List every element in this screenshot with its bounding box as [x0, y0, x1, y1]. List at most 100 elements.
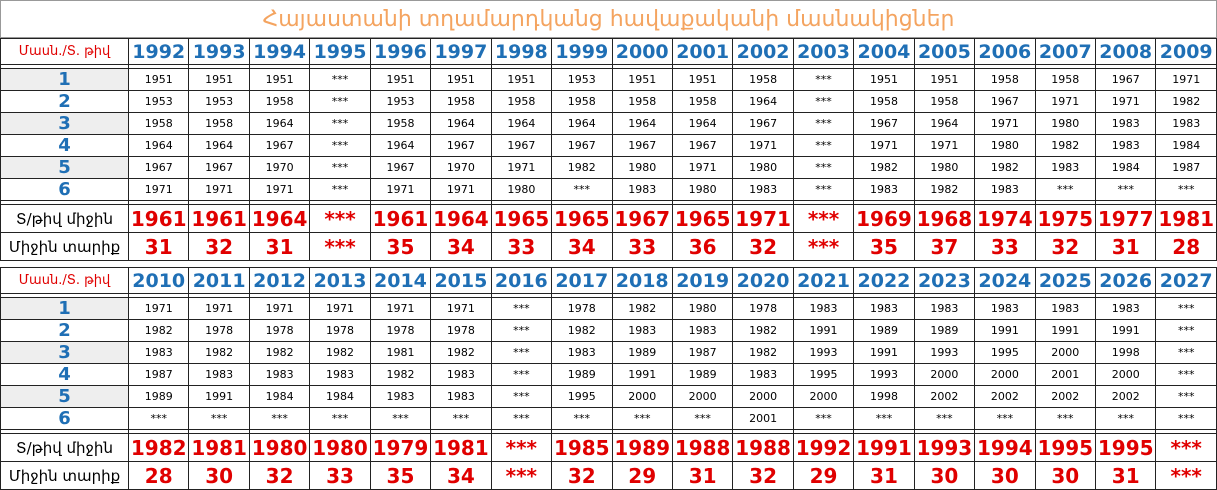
birth-year: 1980	[913, 156, 976, 179]
avg-age: 37	[913, 232, 976, 261]
birth-year: 1995	[551, 385, 613, 408]
birth-year: 1980	[671, 297, 734, 320]
birth-year: 1967	[369, 156, 432, 179]
birth-year: ***	[309, 156, 371, 179]
row-label: 5	[0, 385, 129, 408]
birth-year: 1982	[732, 319, 794, 342]
birth-year: 1971	[188, 297, 250, 320]
birth-year: ***	[974, 407, 1036, 430]
avg-age: ***	[309, 232, 371, 261]
avg-year: 1969	[853, 204, 915, 233]
birth-year: 1982	[1155, 90, 1217, 113]
birth-year: 1964	[430, 112, 492, 135]
year: 2023	[913, 267, 976, 294]
birth-year: 1951	[490, 68, 553, 91]
avg-year: 1988	[732, 433, 794, 462]
birth-year: 1982	[551, 156, 613, 179]
year: 2025	[1034, 267, 1097, 294]
birth-year: 1958	[974, 68, 1036, 91]
birth-year: ***	[792, 407, 855, 430]
year: 2007	[1034, 38, 1097, 65]
birth-year: 1971	[188, 178, 250, 201]
avg-age: 31	[248, 232, 311, 261]
birth-year: 2000	[792, 385, 855, 408]
birth-year: 1984	[309, 385, 371, 408]
birth-year: 1958	[611, 90, 673, 113]
birth-year: 1983	[1094, 112, 1157, 135]
birth-year: 1991	[611, 363, 673, 386]
year: 2020	[732, 267, 794, 294]
avg-year: 1989	[611, 433, 673, 462]
row-label: 4	[0, 363, 129, 386]
birth-year: 1983	[551, 341, 613, 364]
birth-year: 1993	[792, 341, 855, 364]
birth-year: 1971	[853, 134, 915, 157]
player-row: 1 1971 1971 1971 1971 1971 1971 *** 1978 1982 1980…	[0, 297, 1217, 320]
birth-year: 1983	[248, 363, 311, 386]
avg-age: 33	[309, 461, 371, 490]
birth-year: 1982	[853, 156, 915, 179]
year: 2027	[1155, 267, 1217, 294]
birth-year: 2000	[1094, 363, 1157, 386]
birth-year: 1970	[248, 156, 311, 179]
birth-year: ***	[1155, 297, 1217, 320]
birth-year: ***	[913, 407, 976, 430]
year: 1992	[127, 38, 190, 65]
avg-age: 31	[1094, 461, 1157, 490]
avg-age: 30	[974, 461, 1036, 490]
birth-year: 2000	[1034, 341, 1097, 364]
birth-year: 1983	[913, 297, 976, 320]
birth-year: 1991	[188, 385, 250, 408]
avg-age: 28	[1155, 232, 1217, 261]
birth-year: 1971	[127, 297, 190, 320]
avg-age: 35	[853, 232, 915, 261]
birth-year: 2002	[974, 385, 1036, 408]
year: 2005	[913, 38, 976, 65]
avg-year: 1961	[369, 204, 432, 233]
avg-label: Տ/թիվ միջին	[0, 433, 129, 462]
avg-age: 29	[611, 461, 673, 490]
birth-year: 1984	[248, 385, 311, 408]
birth-year: 1971	[248, 297, 311, 320]
birth-year: 1958	[369, 112, 432, 135]
birth-year: 1964	[732, 90, 794, 113]
birth-year: ***	[1155, 341, 1217, 364]
avg-year: 1992	[792, 433, 855, 462]
row-label: 2	[0, 90, 129, 113]
birth-year: 1983	[732, 363, 794, 386]
birth-year: 1958	[1034, 68, 1097, 91]
avg-year: 1965	[671, 204, 734, 233]
birth-year: 1964	[551, 112, 613, 135]
birth-year: 1978	[188, 319, 250, 342]
birth-year: 1980	[671, 178, 734, 201]
birth-year: ***	[490, 319, 553, 342]
birth-year: 1983	[611, 178, 673, 201]
birth-year: ***	[188, 407, 250, 430]
birth-year: ***	[490, 341, 553, 364]
player-row: 3 1958 1958 1964 *** 1958 1964 1964 1964 1964 1964…	[0, 112, 1217, 135]
avg-age: ***	[490, 461, 553, 490]
birth-year: 1964	[611, 112, 673, 135]
birth-year: 1995	[974, 341, 1036, 364]
age-row: Միջին տարիք 31 32 31 *** 35 34 33 34 33 36 32 *** 35 3…	[0, 232, 1217, 261]
birth-year: 1953	[188, 90, 250, 113]
title: Հայաստանի տղամարդկանց հավաքականի մասնակի…	[0, 0, 1217, 38]
birth-year: ***	[309, 178, 371, 201]
birth-year: 1971	[430, 297, 492, 320]
year: 2011	[188, 267, 250, 294]
birth-year: 1983	[853, 178, 915, 201]
birth-year: 1983	[853, 297, 915, 320]
avg-year: 1993	[913, 433, 976, 462]
year: 1993	[188, 38, 250, 65]
avg-year: 1980	[248, 433, 311, 462]
birth-year: ***	[551, 407, 613, 430]
avg-age: 32	[732, 232, 794, 261]
avg-age: 29	[792, 461, 855, 490]
birth-year: 1958	[127, 112, 190, 135]
avg-year: ***	[309, 204, 371, 233]
birth-year: 2000	[974, 363, 1036, 386]
birth-year: 1991	[792, 319, 855, 342]
birth-year: ***	[490, 297, 553, 320]
player-row: 2 1953 1953 1958 *** 1953 1958 1958 1958 1958 1958…	[0, 90, 1217, 113]
birth-year: 2002	[1094, 385, 1157, 408]
